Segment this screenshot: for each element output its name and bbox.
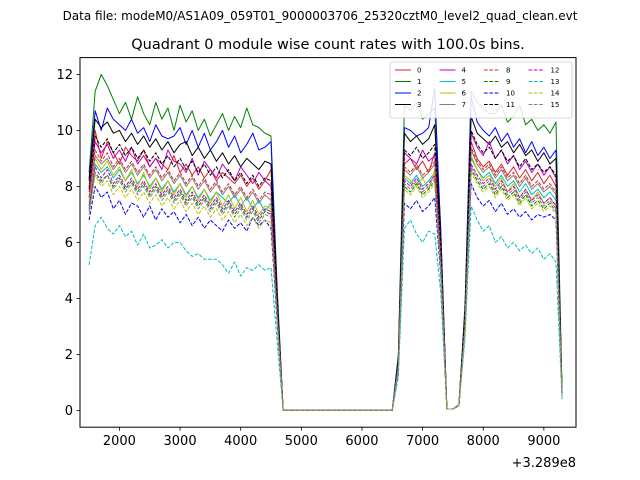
x-offset-label: +3.289e8 xyxy=(512,456,576,471)
legend-label-6: 6 xyxy=(462,90,467,98)
legend-label-5: 5 xyxy=(462,78,466,86)
x-tick-label: 9000 xyxy=(527,434,560,449)
x-tick-label: 6000 xyxy=(345,434,378,449)
x-tick-label: 4000 xyxy=(224,434,257,449)
legend-label-14: 14 xyxy=(551,90,560,98)
y-tick-label: 8 xyxy=(65,180,73,195)
series-layer xyxy=(88,73,563,411)
x-axis: 2000 3000 4000 5000 6000 7000 8000 9000 xyxy=(103,427,560,449)
series-line-14 xyxy=(88,171,563,411)
legend-label-13: 13 xyxy=(551,78,560,86)
legend-label-4: 4 xyxy=(462,67,467,75)
x-tick-label: 2000 xyxy=(103,434,136,449)
legend-label-12: 12 xyxy=(551,67,560,75)
legend-label-3: 3 xyxy=(417,101,421,109)
x-tick-label: 3000 xyxy=(164,434,197,449)
legend-label-7: 7 xyxy=(462,101,466,109)
y-tick-label: 2 xyxy=(65,348,73,363)
legend-box xyxy=(389,61,573,119)
legend-label-10: 10 xyxy=(506,90,515,98)
y-tick-label: 0 xyxy=(65,404,73,419)
legend-label-8: 8 xyxy=(506,67,510,75)
legend-label-11: 11 xyxy=(506,101,515,109)
legend-label-9: 9 xyxy=(506,78,510,86)
y-tick-label: 12 xyxy=(56,68,73,83)
series-line-15 xyxy=(88,166,563,411)
series-line-13 xyxy=(88,205,563,411)
chart-title: Quadrant 0 module wise count rates with … xyxy=(131,37,525,53)
x-tick-label: 5000 xyxy=(285,434,318,449)
legend-label-0: 0 xyxy=(417,67,421,75)
x-tick-label: 8000 xyxy=(467,434,500,449)
y-tick-label: 10 xyxy=(56,124,73,139)
legend-label-1: 1 xyxy=(417,78,421,86)
legend-label-15: 15 xyxy=(551,101,560,109)
y-axis: 0 2 4 6 8 10 12 xyxy=(56,68,80,419)
x-tick-label: 7000 xyxy=(406,434,439,449)
y-tick-label: 4 xyxy=(65,292,73,307)
legend-label-2: 2 xyxy=(417,90,421,98)
y-tick-label: 6 xyxy=(65,236,73,251)
figure-suptitle: Data file: modeM0/AS1A09_059T01_90000037… xyxy=(63,9,578,23)
